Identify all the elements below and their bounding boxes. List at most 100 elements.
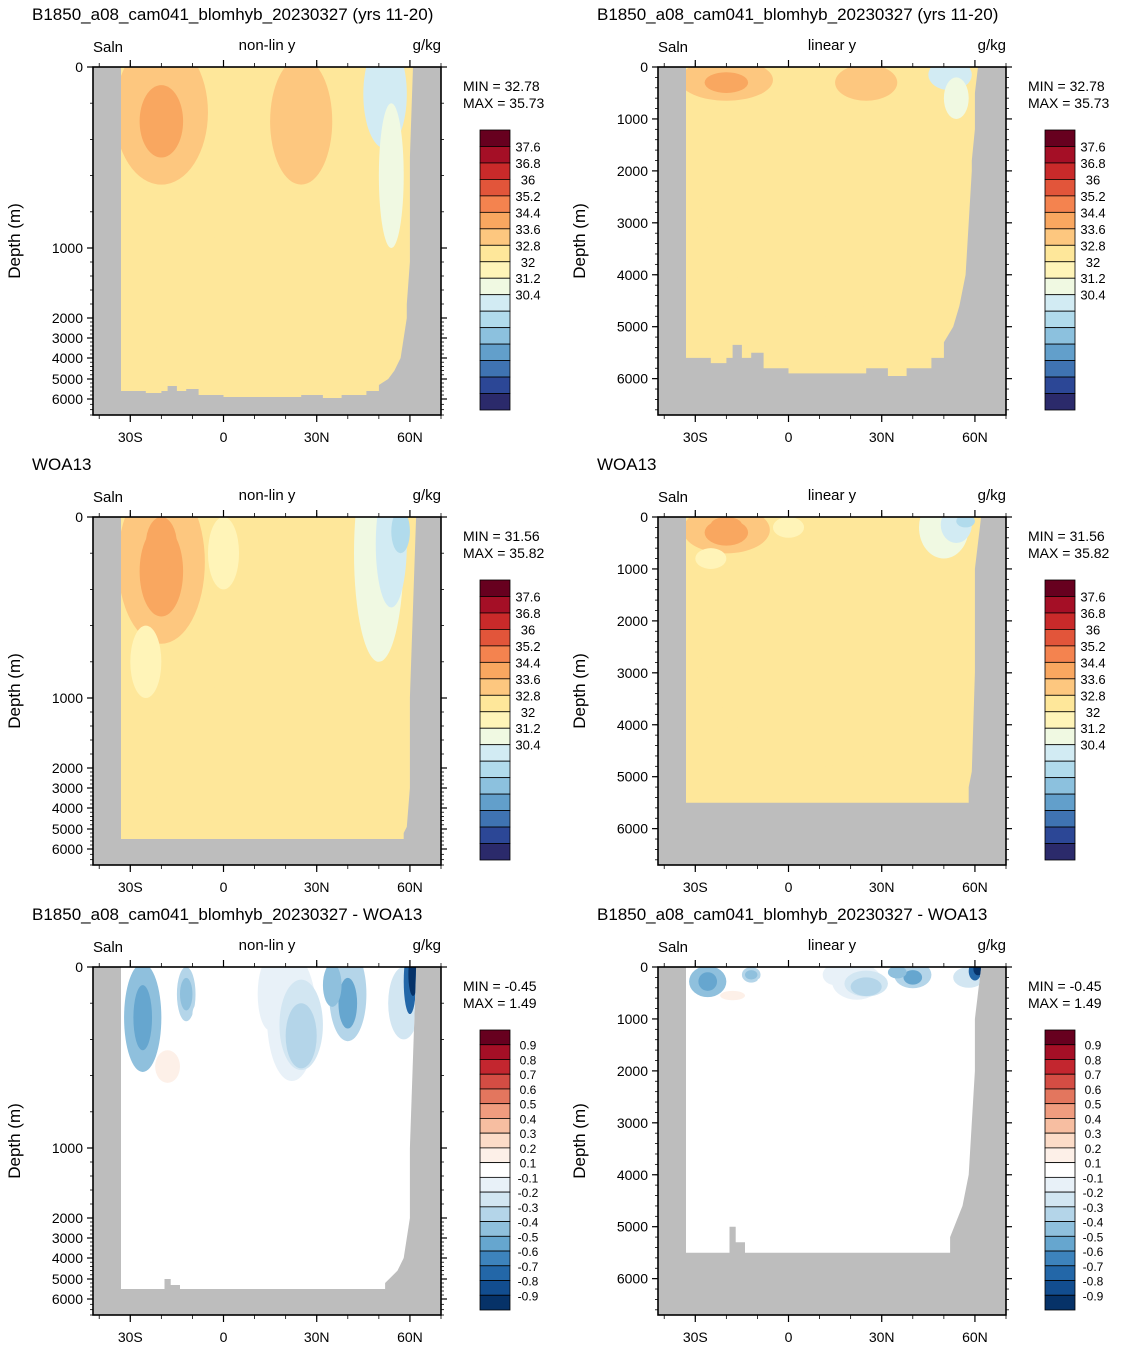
y-tick-label: 1000 (617, 1011, 648, 1027)
colorbar-label: 33.6 (515, 222, 540, 237)
y-tick-label: 4000 (617, 717, 648, 733)
y-tick-label: 2000 (52, 760, 83, 776)
colorbar-label: 0.4 (520, 1112, 537, 1126)
colorbar-swatch (1044, 793, 1076, 811)
colorbar-label: 36 (521, 172, 535, 187)
colorbar-label: -0.1 (518, 1171, 539, 1185)
colorbar-swatch (1044, 360, 1076, 378)
colorbar-swatch (1044, 596, 1076, 614)
colorbar-swatch (479, 612, 511, 630)
colorbar-swatch (479, 1103, 511, 1119)
colorbar-label: 34.4 (1080, 655, 1105, 670)
y-tick-label: 4000 (52, 800, 83, 816)
contour-region (835, 67, 898, 101)
y-tick-label: 1000 (617, 111, 648, 127)
contour-region (133, 985, 153, 1051)
colorbar-label: 0.8 (1085, 1053, 1102, 1067)
ocean-field (121, 67, 413, 398)
chart-title: WOA13 (597, 455, 657, 474)
colorbar-swatch (479, 310, 511, 329)
x-tick-label: 60N (962, 879, 988, 895)
x-tick-label: 30S (118, 879, 143, 895)
x-tick-label: 60N (397, 1329, 423, 1345)
contour-region (391, 517, 410, 554)
colorbar-swatch (1044, 1073, 1076, 1090)
ocean-base (686, 967, 982, 1253)
colorbar-swatch (1044, 760, 1076, 779)
colorbar-label: 32.8 (515, 238, 540, 253)
colorbar-label: -0.3 (1083, 1201, 1104, 1215)
chart-panel-woa13-linear: WOA13 Saln linear y g/kg 0 1000 2000 3000 4000 50… (565, 450, 1131, 900)
colorbar-label: -0.9 (518, 1289, 539, 1303)
colorbar-label: 36.8 (515, 606, 540, 621)
colorbar-swatch (1044, 645, 1076, 663)
colorbar-label: 0.8 (520, 1053, 537, 1067)
contour-region (155, 1050, 180, 1083)
ocean-field (686, 967, 982, 1253)
colorbar-label: -0.2 (518, 1186, 539, 1200)
contour-region (285, 1003, 317, 1069)
variable-label: Saln (93, 939, 123, 956)
colorbar-swatch (479, 1088, 511, 1105)
colorbar-label: 30.4 (1080, 738, 1105, 753)
colorbar-swatch (479, 228, 511, 246)
contour-region (207, 517, 240, 590)
colorbar-swatch (1044, 1294, 1076, 1311)
colorbar-label: 0.3 (520, 1127, 537, 1141)
colorbar-label: 36 (1086, 172, 1100, 187)
colorbar-swatch (1044, 376, 1076, 394)
colorbar-label: 31.2 (1080, 721, 1105, 736)
y-tick-label: 1000 (52, 690, 83, 706)
colorbar-swatch (1044, 1176, 1076, 1193)
colorbar-swatch (479, 1221, 511, 1237)
colorbar-swatch (1044, 1250, 1076, 1267)
y-tick-label: 0 (640, 59, 648, 75)
scale-label: linear y (808, 937, 857, 954)
colorbar-swatch (1044, 228, 1076, 246)
x-tick-label: 30N (869, 879, 895, 895)
y-axis-label: Depth (m) (570, 653, 589, 729)
y-tick-label: 4000 (52, 1250, 83, 1266)
x-tick-label: 0 (220, 879, 228, 895)
colorbar-label: 0.7 (1085, 1068, 1102, 1082)
colorbar-label: 34.4 (1080, 205, 1105, 220)
x-tick-label: 0 (785, 1329, 793, 1345)
units-label: g/kg (978, 937, 1006, 954)
colorbar-label: -0.6 (518, 1245, 539, 1259)
x-tick-label: 60N (962, 1329, 988, 1345)
colorbar-label: 30.4 (1080, 288, 1105, 303)
y-tick-label: 4000 (617, 1167, 648, 1183)
colorbar-swatch (1044, 826, 1076, 844)
x-tick-label: 0 (785, 429, 793, 445)
colorbar-swatch (1044, 711, 1076, 729)
units-label: g/kg (978, 487, 1006, 504)
contour-region (130, 625, 162, 698)
max-value-label: MAX = 1.49 (1028, 995, 1102, 1011)
variable-label: Saln (93, 39, 123, 56)
min-value-label: MIN = -0.45 (1028, 978, 1102, 994)
colorbar-label: -0.7 (1083, 1260, 1104, 1274)
chart-panel-model-linear: B1850_a08_cam041_blomhyb_20230327 (yrs 1… (565, 0, 1131, 450)
colorbar-swatch (1044, 1221, 1076, 1237)
scale-label: linear y (808, 37, 857, 54)
contour-region (322, 967, 342, 1007)
colorbar-label: 31.2 (515, 721, 540, 736)
colorbar-label: 0.1 (520, 1157, 537, 1171)
plot-frame (92, 66, 442, 416)
contour-region (757, 974, 820, 987)
contour-region (772, 517, 805, 538)
chart-panel-diff-nonlin: B1850_a08_cam041_blomhyb_20230327 - WOA1… (0, 900, 565, 1354)
colorbar-label: -0.7 (518, 1260, 539, 1274)
colorbar-label: -0.8 (518, 1275, 539, 1289)
colorbar-swatch (479, 1147, 511, 1164)
y-tick-label: 5000 (617, 319, 648, 335)
colorbar-swatch (1044, 1103, 1076, 1119)
x-tick-label: 30N (869, 1329, 895, 1345)
y-tick-label: 5000 (52, 371, 83, 387)
colorbar-label: 0.6 (1085, 1083, 1102, 1097)
ocean-field (121, 517, 417, 839)
variable-label: Saln (93, 489, 123, 506)
colorbar-swatch (479, 661, 511, 680)
colorbar-swatch (479, 1132, 511, 1149)
colorbar-label: 0.3 (1085, 1127, 1102, 1141)
